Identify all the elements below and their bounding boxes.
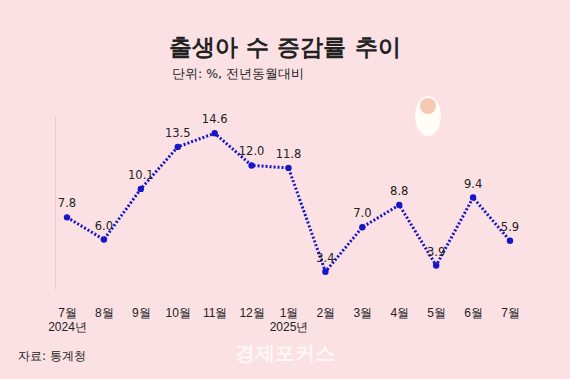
data-label: 10.1 [128, 168, 154, 182]
x-tick-label-line: 7월 [501, 306, 520, 320]
point [101, 236, 107, 242]
subtitle: 단위: %, 전년동월대비 [172, 66, 304, 81]
x-tick-label: 6월 [464, 306, 483, 320]
data-label: 8.8 [390, 184, 408, 198]
x-tick-label: 9월 [132, 306, 151, 320]
x-tick-label-line: 1월 [280, 306, 299, 320]
point [359, 224, 365, 230]
x-tick-label-line: 11월 [203, 306, 227, 320]
baby-icon [415, 96, 441, 136]
point [285, 165, 291, 171]
data-label: 6.0 [95, 219, 113, 233]
x-tick: 8월 [95, 305, 114, 320]
x-tick-label-line: 3월 [353, 306, 372, 320]
x-tick-label-line: 8월 [95, 306, 114, 320]
x-tick-label: 2월 [317, 306, 336, 320]
data-label: 7.0 [353, 206, 371, 220]
x-tick: 4월 [390, 305, 409, 320]
x-tick: 5월 [427, 305, 446, 320]
point [175, 144, 181, 150]
data-label: 9.4 [464, 177, 482, 191]
data-label: 3.9 [427, 245, 445, 259]
x-tick: 7월 [501, 305, 520, 320]
point [138, 186, 144, 192]
x-tick-label-line: 9월 [132, 306, 151, 320]
x-tick: 7월2024년 [48, 305, 87, 334]
point [64, 214, 70, 220]
x-tick: 3월 [353, 305, 372, 320]
point [211, 130, 217, 136]
x-tick-label: 5월 [427, 306, 446, 320]
x-axis: 7월2024년8월9월10월11월12월1월2025년2월3월4월5월6월7월 [48, 305, 520, 334]
x-tick: 11월 [203, 305, 227, 320]
x-tick: 9월 [132, 305, 151, 320]
x-tick-label-line: 2024년 [48, 320, 87, 334]
point [396, 202, 402, 208]
source: 자료: 통계청 [18, 349, 86, 363]
x-tick-label: 8월 [95, 306, 114, 320]
x-tick: 12월 [239, 305, 264, 320]
point [470, 194, 476, 200]
watermark: 경제포커스 [235, 341, 335, 365]
x-tick: 10월 [166, 305, 191, 320]
icon-blanket [415, 96, 441, 136]
x-tick-label-line: 4월 [390, 306, 409, 320]
x-tick-label-line: 7월 [58, 306, 77, 320]
data-label: 13.5 [165, 126, 191, 140]
plot-area [64, 130, 513, 275]
x-tick-label: 11월 [203, 306, 227, 320]
x-tick-label: 7월2024년 [48, 306, 87, 334]
line [67, 133, 510, 271]
x-tick-label-line: 2월 [317, 306, 336, 320]
x-tick-label: 3월 [353, 306, 372, 320]
x-tick-label: 7월 [501, 306, 520, 320]
x-tick: 1월2025년 [270, 305, 309, 334]
background [0, 0, 570, 379]
chart: 출생아 수 증감률 추이단위: %, 전년동월대비7월2024년8월9월10월1… [0, 0, 570, 379]
data-label: 12.0 [239, 144, 265, 158]
point [507, 238, 513, 244]
x-tick-label: 12월 [239, 306, 264, 320]
x-tick-label: 4월 [390, 306, 409, 320]
x-tick: 6월 [464, 305, 483, 320]
point [322, 269, 328, 275]
data-label: 3.4 [316, 251, 334, 265]
data-label: 5.9 [501, 220, 519, 234]
x-tick-label-line: 6월 [464, 306, 483, 320]
title: 출생아 수 증감률 추이 [169, 34, 400, 60]
x-tick-label-line: 5월 [427, 306, 446, 320]
icon-face [420, 98, 436, 114]
data-label: 14.6 [202, 112, 228, 126]
data-label: 7.8 [58, 196, 76, 210]
point [433, 262, 439, 268]
x-tick-label: 1월2025년 [270, 306, 309, 334]
data-label: 11.8 [276, 147, 302, 161]
x-tick-label-line: 2025년 [270, 320, 309, 334]
x-tick-label-line: 12월 [239, 306, 264, 320]
x-tick-label-line: 10월 [166, 306, 191, 320]
point [248, 162, 254, 168]
y-axis-line [55, 117, 56, 290]
x-tick: 2월 [317, 305, 336, 320]
y-axis [55, 117, 56, 290]
x-tick-label: 10월 [166, 306, 191, 320]
